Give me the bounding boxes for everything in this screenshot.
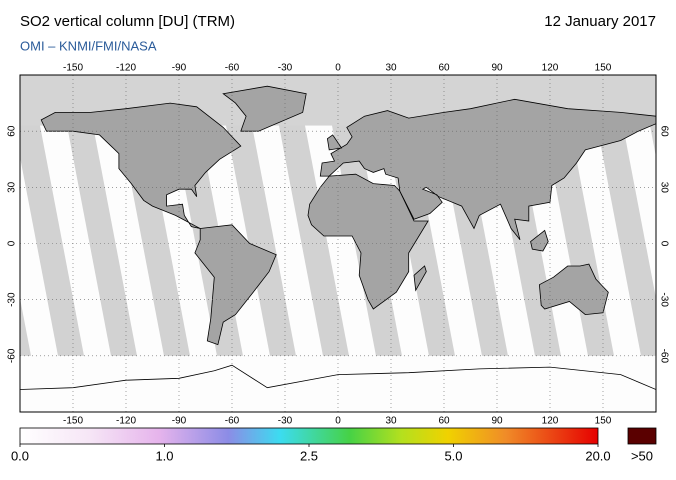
colorbar-label: 2.5 bbox=[300, 448, 318, 463]
lat-tick-label-left: 0 bbox=[7, 240, 18, 246]
lon-tick-label-bottom: 120 bbox=[542, 416, 559, 427]
orbit-swath bbox=[650, 125, 656, 157]
colorbar-label: 20.0 bbox=[585, 448, 610, 463]
lat-tick-label-right: -60 bbox=[658, 349, 669, 364]
lon-tick-label-top: 120 bbox=[542, 63, 559, 74]
lon-tick-label-bottom: -60 bbox=[225, 416, 240, 427]
lon-tick-label-top: 150 bbox=[595, 63, 612, 74]
landmass bbox=[538, 263, 609, 316]
lon-tick-label-top: 30 bbox=[385, 63, 397, 74]
lon-tick-label-top: 60 bbox=[438, 63, 450, 74]
lon-tick-label-bottom: 150 bbox=[595, 416, 612, 427]
map-frame bbox=[19, 74, 657, 413]
lat-tick-label-right: 0 bbox=[658, 241, 669, 247]
landmass bbox=[326, 134, 343, 151]
title: SO2 vertical column [DU] (TRM) bbox=[20, 13, 235, 30]
lon-tick-label-bottom: 60 bbox=[438, 416, 450, 427]
lon-tick-label-bottom: -150 bbox=[63, 416, 83, 427]
colorbar bbox=[19, 427, 599, 445]
orbit-swath bbox=[20, 125, 84, 356]
lon-tick-label-top: -120 bbox=[116, 63, 136, 74]
lon-tick-label-bottom: -90 bbox=[172, 416, 187, 427]
orbit-swath bbox=[597, 125, 656, 356]
lat-tick-label-left: 60 bbox=[7, 125, 18, 137]
no-data-south bbox=[20, 368, 656, 412]
lat-tick-label-right: 60 bbox=[658, 126, 669, 138]
lon-tick-label-top: 90 bbox=[491, 63, 503, 74]
landmass bbox=[530, 229, 549, 252]
lat-tick-label-right: 30 bbox=[658, 182, 669, 194]
lon-tick-label-top: -90 bbox=[172, 63, 187, 74]
landmass bbox=[222, 85, 307, 132]
lat-tick-label-left: -30 bbox=[7, 292, 18, 307]
lon-tick-label-top: -30 bbox=[278, 63, 293, 74]
lon-tick-label-top: -150 bbox=[63, 63, 83, 74]
colorbar-label: 1.0 bbox=[155, 448, 173, 463]
orbit-swath bbox=[20, 298, 31, 356]
landmass bbox=[40, 102, 242, 229]
lat-tick-label-left: 30 bbox=[7, 181, 18, 193]
lon-tick-label-bottom: 30 bbox=[385, 416, 397, 427]
lon-tick-label-bottom: 0 bbox=[335, 416, 341, 427]
lon-tick-label-bottom: -30 bbox=[278, 416, 293, 427]
subtitle: OMI – KNMI/FMI/NASA bbox=[20, 38, 157, 53]
lat-tick-label-right: -30 bbox=[658, 292, 669, 307]
landmass bbox=[194, 224, 277, 346]
lon-tick-label-bottom: 90 bbox=[491, 416, 503, 427]
colorbar-over bbox=[627, 427, 657, 445]
lon-tick-label-bottom: -120 bbox=[116, 416, 136, 427]
landmass bbox=[413, 265, 427, 292]
orbit-swath bbox=[226, 125, 296, 356]
lat-tick-label-left: -60 bbox=[7, 348, 18, 363]
orbit-swath bbox=[279, 125, 349, 356]
lon-tick-label-top: 0 bbox=[335, 63, 341, 74]
colorbar-label: 5.0 bbox=[444, 448, 462, 463]
orbit-swath bbox=[67, 125, 137, 356]
lon-tick-label-top: -60 bbox=[225, 63, 240, 74]
colorbar-over-label: >50 bbox=[631, 448, 653, 463]
date: 12 January 2017 bbox=[544, 13, 656, 30]
map bbox=[20, 75, 656, 412]
colorbar-label: 0.0 bbox=[11, 448, 29, 463]
